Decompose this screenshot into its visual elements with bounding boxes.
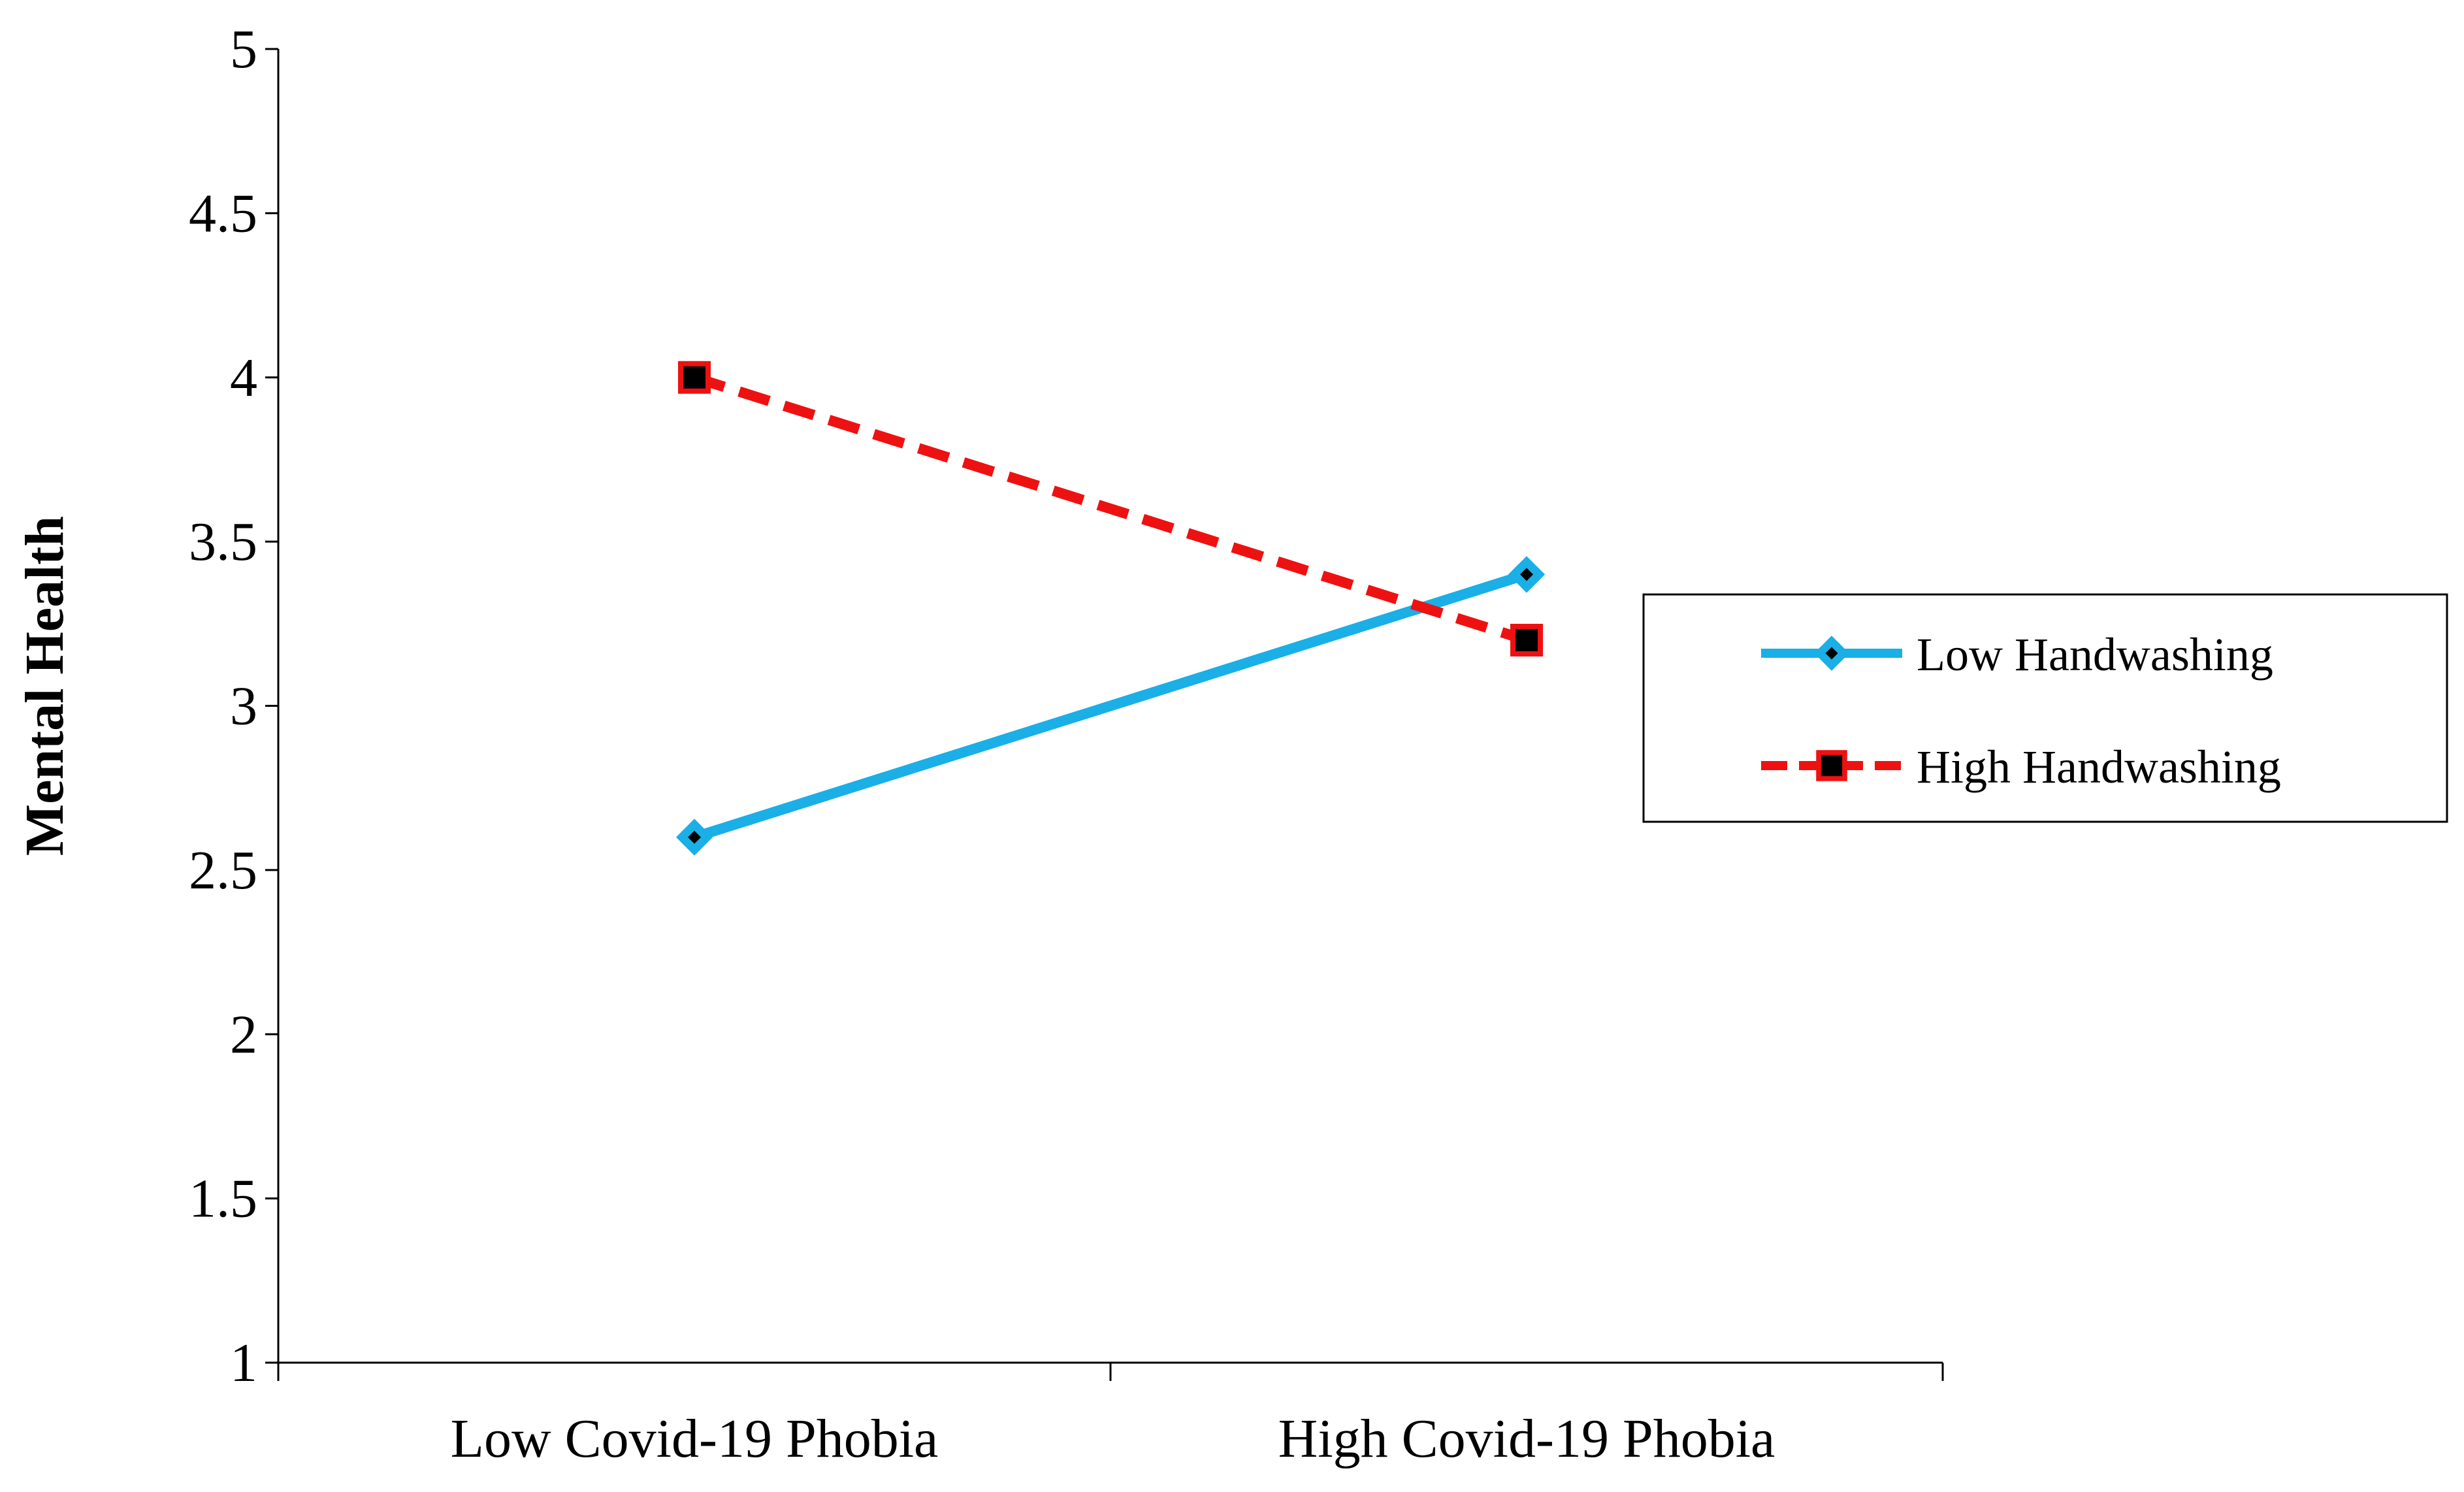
y-tick-label: 1.5 — [189, 1169, 257, 1229]
series-0 — [675, 556, 1546, 856]
legend-box — [1642, 593, 2448, 823]
square-marker-point — [1510, 623, 1543, 657]
series-line — [692, 372, 1529, 645]
legend: Low Handwashing High Handwashing — [1642, 593, 2448, 823]
x-tick-label: Low Covid-19 Phobia — [451, 1408, 939, 1469]
legend-entry: High Handwashing — [1761, 741, 2281, 793]
y-tick-label: 4 — [230, 348, 257, 408]
y-tick-label: 3 — [230, 676, 257, 737]
legend-label: High Handwashing — [1917, 741, 2281, 793]
square-marker-point — [678, 361, 711, 394]
y-tick-label: 2.5 — [189, 840, 257, 901]
legend-label: Low Handwashing — [1917, 628, 2273, 681]
diamond-marker-center-point — [688, 830, 701, 844]
plot-series — [675, 361, 1546, 856]
y-tick-label: 4.5 — [189, 183, 257, 244]
y-axis: 1 1.5 2 2.5 3 3.5 4 4.5 5 — [189, 19, 280, 1393]
y-tick-label: 1 — [230, 1333, 257, 1393]
y-axis-title: Mental Health — [14, 516, 75, 856]
series-1 — [678, 361, 1543, 657]
x-axis: Low Covid-19 Phobia High Covid-19 Phobia — [277, 1361, 1944, 1469]
legend-entry: Low Handwashing — [1761, 628, 2273, 681]
series-line — [689, 569, 1532, 843]
y-tick-label: 3.5 — [189, 511, 257, 572]
diamond-marker-center-point — [1520, 568, 1533, 581]
x-tick-label: High Covid-19 Phobia — [1278, 1408, 1775, 1469]
square-marker-legend — [1816, 750, 1847, 781]
y-tick-label: 2 — [230, 1004, 257, 1065]
y-tick-label: 5 — [230, 19, 257, 80]
diamond-marker-center-legend — [1825, 647, 1838, 660]
